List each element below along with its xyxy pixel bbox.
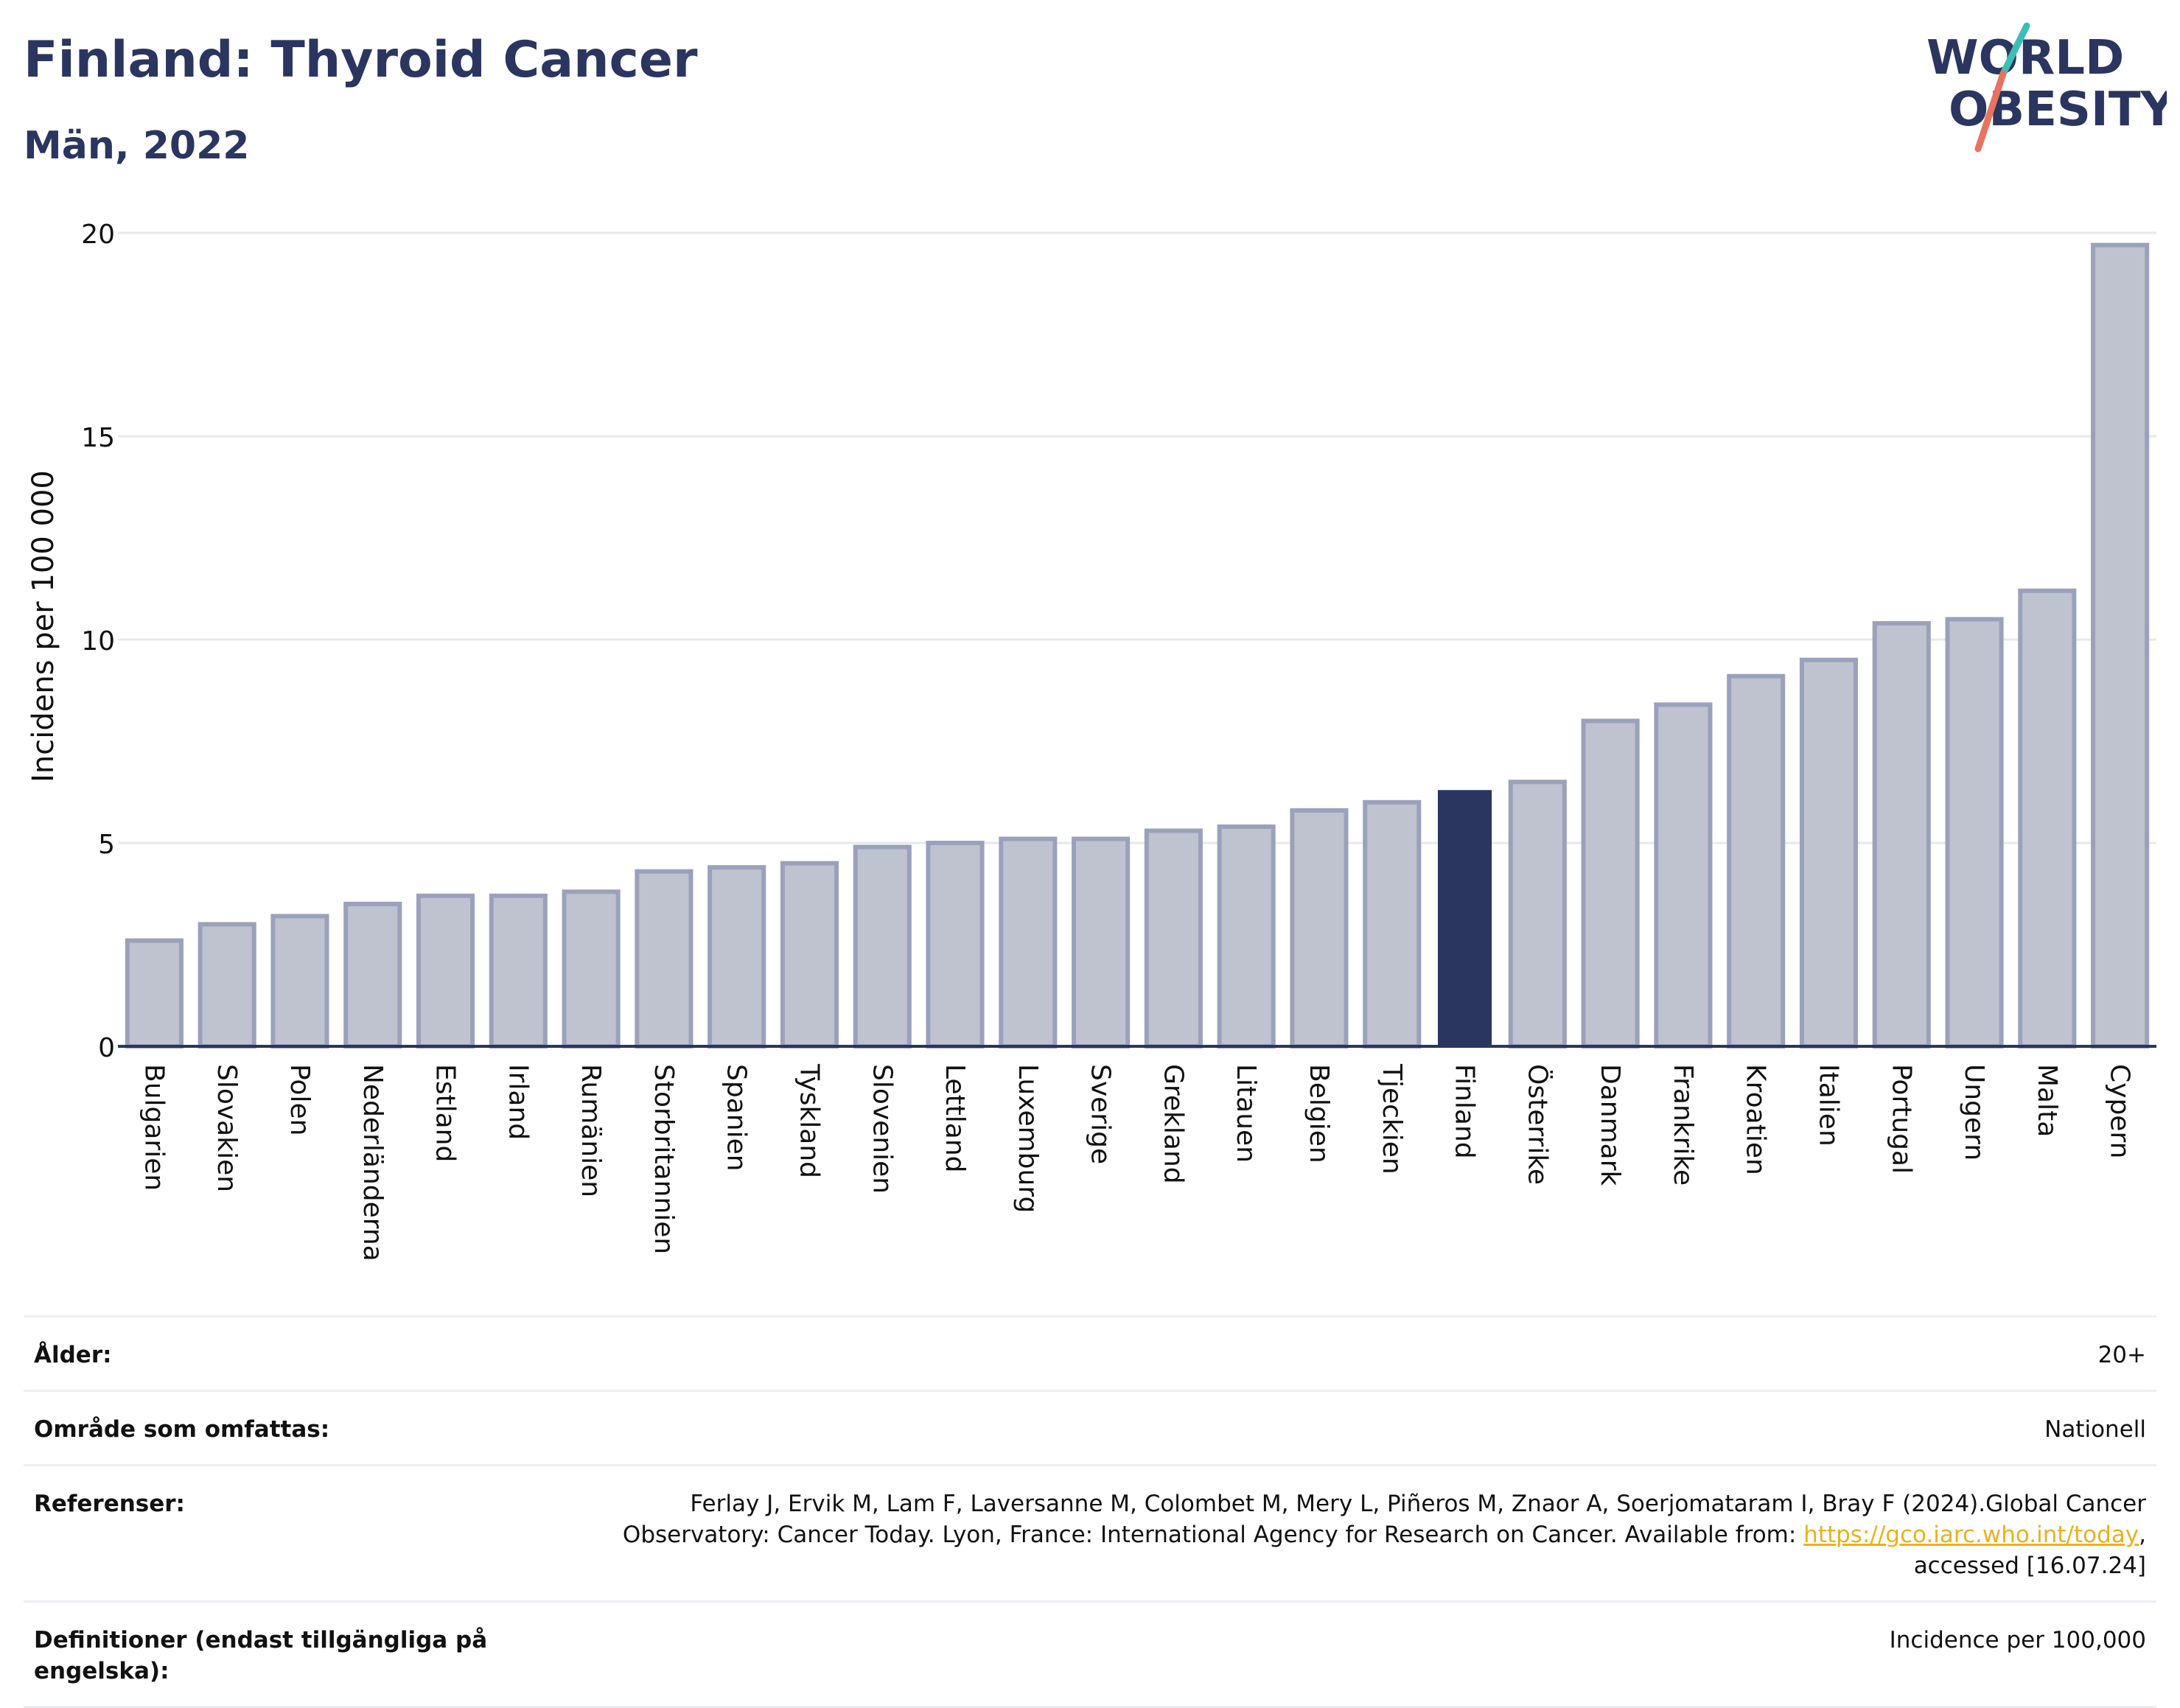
- info-value-age: 20+: [2097, 1342, 2146, 1368]
- y-tick-label: 10: [81, 626, 115, 657]
- x-tick-label: Irland: [503, 1064, 533, 1140]
- bar-polen: [270, 914, 329, 1049]
- bar-finland: [1437, 790, 1492, 1046]
- x-tick-label: Belgien: [1304, 1064, 1334, 1163]
- bar-rumänien: [562, 889, 621, 1049]
- x-tick-label: Österrike: [1522, 1064, 1553, 1185]
- bars: [125, 242, 2150, 1049]
- x-tick-label: Tjeckien: [1377, 1063, 1407, 1175]
- x-tick-label: Portugal: [1886, 1064, 1916, 1174]
- world-obesity-logo: WORLD OBESITY: [1926, 22, 2167, 153]
- bar-slovenien: [853, 844, 912, 1049]
- bar-sverige: [1072, 836, 1131, 1049]
- bar-spanien: [708, 865, 766, 1049]
- bar-kroatien: [1727, 673, 1786, 1049]
- info-label-references: Referenser:: [34, 1491, 185, 1517]
- info-row-area: Område som omfattas: Nationell: [24, 1390, 2156, 1464]
- info-row-references: Referenser: Ferlay J, Ervik M, Lam F, La…: [24, 1464, 2156, 1600]
- bar-danmark: [1581, 718, 1640, 1049]
- x-tick-label: Bulgarien: [139, 1064, 169, 1191]
- x-tick-label: Spanien: [722, 1064, 752, 1172]
- info-value-references: Ferlay J, Ervik M, Lam F, Laversanne M, …: [562, 1488, 2146, 1581]
- bar-cypern: [2091, 242, 2150, 1049]
- reference-accessed: , accessed [16.07.24]: [1913, 1522, 2146, 1579]
- bar-frankrike: [1654, 702, 1713, 1049]
- x-tick-label: Polen: [284, 1064, 315, 1135]
- x-tick-label: Slovenien: [867, 1064, 897, 1194]
- bar-estland: [416, 893, 475, 1049]
- x-tick-label: Ungern: [1959, 1064, 1989, 1161]
- reference-link[interactable]: https://gco.iarc.who.int/today: [1803, 1522, 2139, 1548]
- x-tick-label: Frankrike: [1668, 1064, 1698, 1186]
- x-tick-label: Kroatien: [1741, 1064, 1771, 1175]
- y-tick-label: 5: [98, 830, 115, 860]
- x-tick-label: Finland: [1450, 1064, 1480, 1159]
- x-tick-label: Rumänien: [576, 1064, 606, 1197]
- bar-tyskland: [780, 861, 839, 1049]
- bar-portugal: [1872, 620, 1931, 1049]
- info-row-definitions: Definitioner (endast tillgängliga på eng…: [24, 1600, 2156, 1708]
- info-table: Ålder: 20+ Område som omfattas: Nationel…: [24, 1315, 2156, 1708]
- bar-nederländerna: [343, 901, 402, 1049]
- x-tick-label: Malta: [2032, 1064, 2062, 1137]
- chart-title: Finland: Thyroid Cancer: [24, 31, 698, 89]
- x-tick-label: Storbritannien: [649, 1064, 679, 1254]
- x-tick-label: Litauen: [1231, 1064, 1261, 1163]
- x-tick-label: Lettland: [940, 1064, 970, 1173]
- bar-malta: [2018, 588, 2077, 1049]
- logo-text-world: WORLD: [1926, 31, 2124, 85]
- bar-slovakien: [198, 922, 256, 1049]
- bar-litauen: [1217, 824, 1276, 1049]
- x-tick-label: Nederländerna: [357, 1064, 388, 1261]
- y-axis-label: Incidens per 100 000: [27, 470, 60, 783]
- reference-text: Ferlay J, Ervik M, Lam F, Laversanne M, …: [622, 1491, 2146, 1548]
- x-tick-label: Cypern: [2105, 1064, 2135, 1158]
- chart-subtitle: Män, 2022: [24, 124, 250, 168]
- bar-italien: [1799, 657, 1859, 1049]
- info-label-area: Område som omfattas:: [34, 1416, 330, 1443]
- x-tick-label: Estland: [430, 1064, 461, 1162]
- y-tick-label: 15: [81, 423, 115, 453]
- logo-slash-teal: [1999, 22, 2030, 77]
- x-tick-label: Slovakien: [212, 1064, 242, 1192]
- info-label-definitions: Definitioner (endast tillgängliga på eng…: [34, 1627, 488, 1684]
- bar-lettland: [926, 841, 985, 1049]
- y-tick-label: 0: [98, 1033, 115, 1063]
- bar-chart: 0 5 10 15 20 Bulgarien Slovakien Polen Nederländ…: [27, 220, 2156, 1261]
- x-tick-label: Tyskland: [794, 1063, 824, 1178]
- bar-storbritannien: [635, 869, 694, 1049]
- info-value-area: Nationell: [2044, 1416, 2146, 1443]
- bar-österrike: [1508, 780, 1567, 1049]
- x-tick-label: Luxemburg: [1013, 1064, 1043, 1213]
- bar-bulgarien: [125, 938, 184, 1049]
- info-value-definitions: Incidence per 100,000: [1889, 1627, 2146, 1653]
- info-label-age: Ålder:: [34, 1342, 112, 1368]
- x-tick-label: Italien: [1813, 1064, 1843, 1147]
- bar-grekland: [1144, 828, 1203, 1049]
- bar-ungern: [1945, 617, 2004, 1049]
- logo-slash-coral: [1974, 70, 2007, 153]
- x-tick-label: Grekland: [1158, 1064, 1188, 1184]
- x-tick-label: Sverige: [1086, 1064, 1116, 1164]
- bar-tjeckien: [1363, 799, 1422, 1049]
- bar-irland: [489, 893, 548, 1049]
- bar-belgien: [1290, 808, 1349, 1049]
- x-tick-label: Danmark: [1595, 1064, 1625, 1186]
- info-row-age: Ålder: 20+: [24, 1315, 2156, 1390]
- axes: 0 5 10 15 20 Bulgarien Slovakien Polen Nederländ…: [81, 220, 2156, 1261]
- bar-luxemburg: [999, 836, 1058, 1049]
- y-tick-label: 20: [81, 220, 115, 250]
